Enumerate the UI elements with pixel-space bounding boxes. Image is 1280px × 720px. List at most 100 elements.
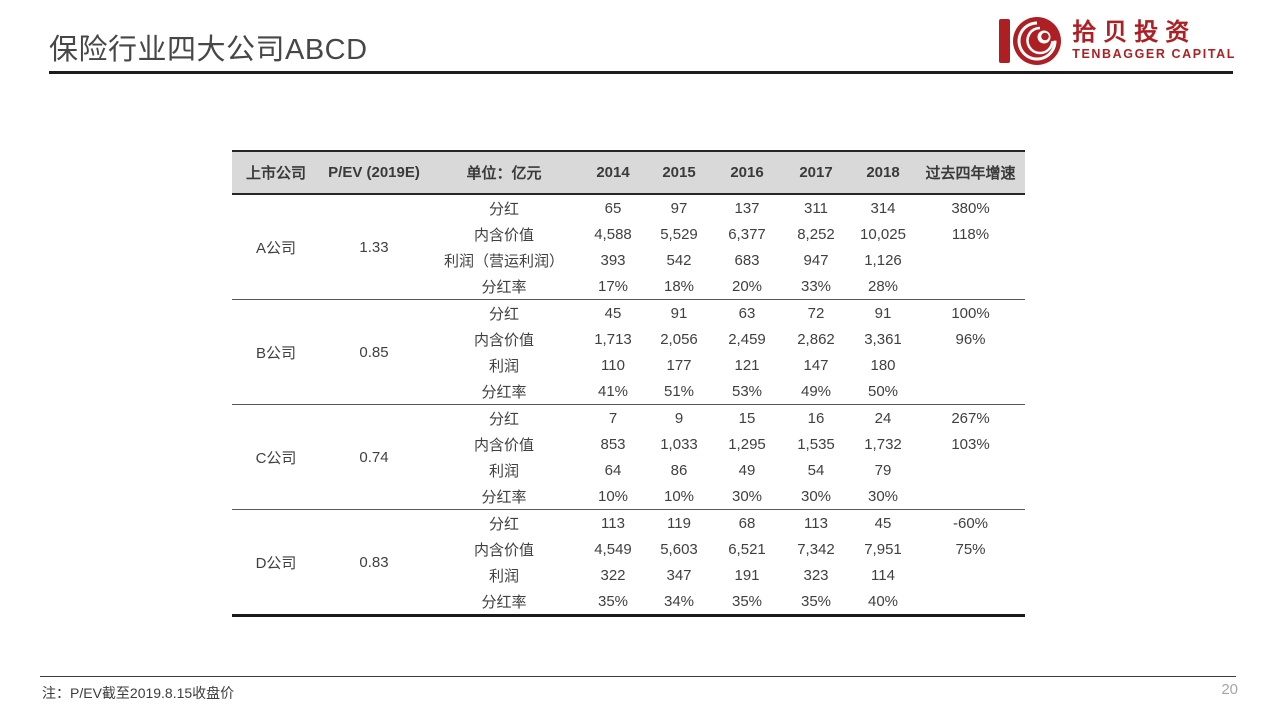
year-value-cell: 5,603: [660, 540, 698, 558]
pev-value-cell: 0.85: [320, 299, 428, 405]
growth-value-cell: 100%: [916, 299, 1025, 326]
year-value-cell: 147: [803, 356, 829, 374]
year-value-cell: 18%: [663, 277, 695, 295]
year-value-cell: 5,529: [660, 225, 698, 243]
year-value-cell: 4,549: [594, 540, 632, 558]
year-value-cell: 114: [871, 566, 895, 584]
pev-value-cell: 1.33: [359, 238, 389, 256]
year-value-cell: 65: [604, 199, 622, 217]
year-value-cell: 79: [874, 461, 892, 479]
tenbagger-logo-icon: [999, 17, 1062, 65]
year-value-cell: 119: [646, 509, 712, 536]
title-divider: [49, 71, 1233, 74]
year-value-cell: 50%: [867, 382, 899, 400]
year-value-cell: 1,732: [864, 435, 902, 453]
year-value-cell: 113: [782, 509, 850, 536]
year-value-cell: 7,951: [864, 540, 902, 558]
year-value-cell: 180: [870, 356, 896, 374]
table-row: 分红率 35% 34% 35% 35% 40%: [232, 588, 1025, 616]
header-year-2015: 2015: [646, 150, 712, 195]
year-value-cell: 54: [807, 461, 825, 479]
metric-label-cell: 分红率: [481, 383, 527, 401]
company-name-cell: A公司: [255, 239, 296, 257]
growth-value-cell: 118%: [951, 225, 990, 243]
year-value-cell: 2,862: [797, 330, 835, 348]
table-row: 利润 110 177 121 147 180: [232, 352, 1025, 378]
metric-label-cell: 分红: [428, 509, 580, 536]
year-value-cell: 63: [712, 299, 782, 326]
year-value-cell: 177: [666, 356, 692, 374]
year-value-cell: 33%: [800, 277, 832, 295]
year-value-cell: 16: [782, 404, 850, 431]
year-value-cell: 10,025: [860, 225, 906, 243]
year-value-cell: 347: [666, 566, 692, 584]
year-value-cell: 314: [870, 199, 896, 217]
table-row: 内含价值 4,588 5,529 6,377 8,252 10,025 118%: [232, 221, 1025, 247]
growth-value-cell: [916, 378, 1025, 405]
year-value-cell: 121: [734, 356, 760, 374]
growth-value-cell: 103%: [951, 435, 990, 453]
header-year-2017: 2017: [782, 150, 850, 195]
metric-label-cell: 分红率: [481, 278, 527, 296]
table-row: A公司 1.33 分红 65 97 137 311 314 380%: [232, 194, 1025, 257]
metric-label-cell: 内含价值: [473, 436, 534, 454]
year-value-cell: 6,377: [728, 225, 766, 243]
metric-label-cell: 分红: [428, 299, 580, 326]
table-header-row: 上市公司 P/EV (2019E) 单位：亿元 2014 2015 2016 2…: [232, 150, 1025, 195]
table-row: 分红率 17% 18% 20% 33% 28%: [232, 273, 1025, 300]
header-pev-2019e: P/EV (2019E): [320, 150, 428, 195]
logo-name-chinese: 拾贝投资: [1072, 19, 1197, 47]
metric-label-cell: 分红: [488, 200, 519, 218]
year-value-cell: 20%: [731, 277, 763, 295]
year-value-cell: 91: [850, 299, 916, 326]
year-value-cell: 1,535: [797, 435, 835, 453]
header-listed-company: 上市公司: [232, 150, 320, 195]
growth-value-cell: [916, 352, 1025, 378]
year-value-cell: 3,361: [864, 330, 902, 348]
pev-value-cell: 0.83: [320, 509, 428, 616]
logo-name-english: TENBAGGER CAPITAL: [1072, 46, 1236, 61]
growth-value-cell: -60%: [916, 509, 1025, 536]
year-value-cell: 542: [666, 251, 692, 269]
year-value-cell: 323: [803, 566, 829, 584]
year-value-cell: 947: [803, 251, 829, 269]
insurance-companies-table: 上市公司 P/EV (2019E) 单位：亿元 2014 2015 2016 2…: [232, 150, 1025, 617]
table-row: C公司 0.74 分红 7 9 15 16 24 267%: [232, 404, 1025, 510]
table-row: D公司 0.83 分红 113 119 68 113 45 -60%: [232, 509, 1025, 616]
growth-value-cell: 75%: [955, 540, 986, 558]
year-value-cell: 191: [734, 566, 760, 584]
year-value-cell: 7: [580, 404, 646, 431]
year-value-cell: 10%: [597, 487, 629, 505]
table-row: 利润 64 86 49 54 79: [232, 457, 1025, 483]
header-year-2018: 2018: [850, 150, 916, 195]
year-value-cell: 45: [580, 299, 646, 326]
company-name-cell: D公司: [232, 509, 320, 616]
metric-label-cell: 利润（营运利润）: [443, 252, 564, 270]
header-unit: 单位：亿元: [428, 150, 580, 195]
header-year-2016: 2016: [712, 150, 782, 195]
table-row: 内含价值 853 1,033 1,295 1,535 1,732 103%: [232, 431, 1025, 457]
table-row: 利润 322 347 191 323 114: [232, 562, 1025, 588]
table-row: B公司 0.85 分红 45 91 63 72 91 100%: [232, 299, 1025, 405]
metric-label-cell: 利润: [488, 462, 519, 480]
year-value-cell: 40%: [867, 592, 899, 610]
year-value-cell: 17%: [597, 277, 629, 295]
year-value-cell: 2,459: [728, 330, 766, 348]
year-value-cell: 72: [782, 299, 850, 326]
metric-label-cell: 内含价值: [473, 226, 534, 244]
growth-value-cell: [916, 273, 1025, 300]
year-value-cell: 28%: [867, 277, 899, 295]
year-value-cell: 10%: [663, 487, 695, 505]
growth-value-cell: 96%: [955, 330, 986, 348]
growth-value-cell: [916, 588, 1025, 616]
company-logo: 拾贝投资 TENBAGGER CAPITAL: [998, 16, 1236, 66]
year-value-cell: 15: [712, 404, 782, 431]
table-body: A公司 1.33 分红 65 97 137 311 314 380% 内含价值 4,588 5,529…: [232, 194, 1025, 616]
year-value-cell: 64: [604, 461, 622, 479]
year-value-cell: 30%: [731, 487, 763, 505]
year-value-cell: 110: [601, 356, 625, 374]
year-value-cell: 137: [734, 199, 760, 217]
year-value-cell: 7,342: [797, 540, 835, 558]
table-row: 分红率 41% 51% 53% 49% 50%: [232, 378, 1025, 405]
